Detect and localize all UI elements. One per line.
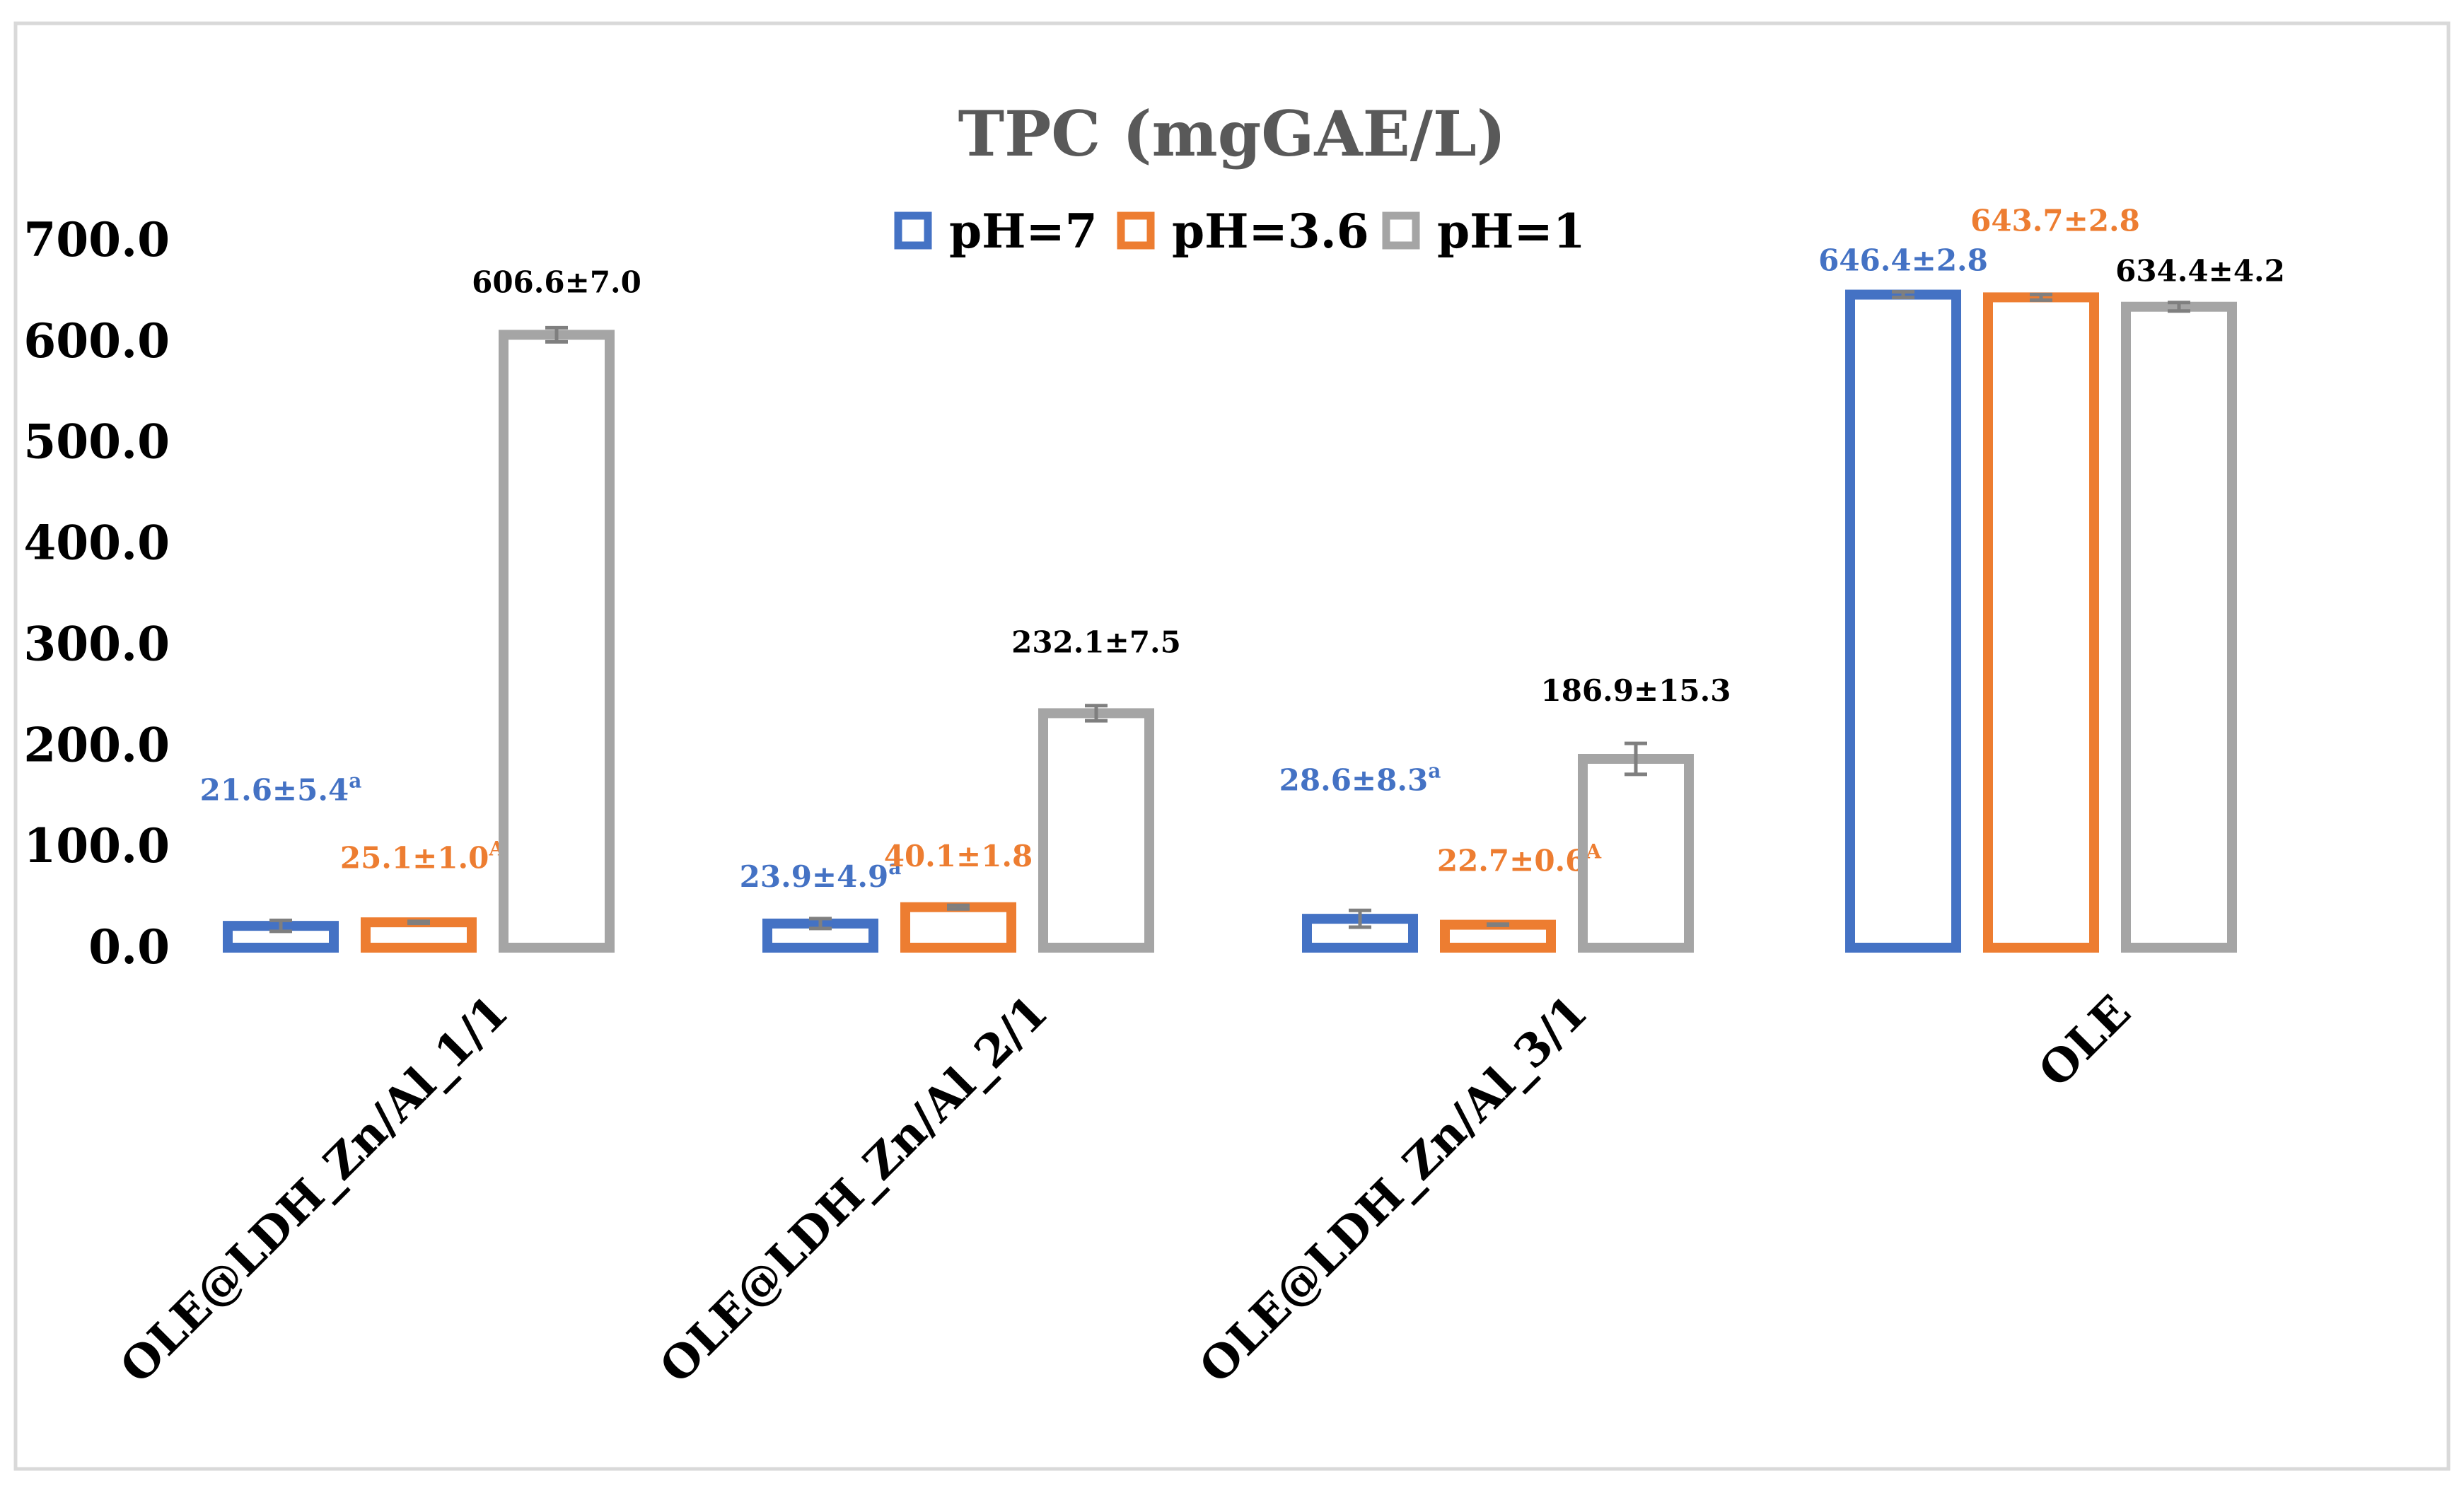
error-bar — [947, 903, 970, 911]
data-label-superscript: a — [1428, 759, 1441, 782]
chart-border — [13, 21, 2451, 1471]
y-axis: 0.0 100.0 200.0 300.0 400.0 500.0 600.0 700.0 — [23, 212, 170, 975]
data-label-superscript: A — [1585, 840, 1602, 864]
y-tick-label: 500.0 — [23, 414, 170, 470]
error-bar — [1349, 908, 1371, 929]
data-label: 28.6±8.3a — [1279, 759, 1441, 797]
data-label: 23.9±4.9a — [740, 856, 902, 894]
y-tick-label: 700.0 — [23, 212, 170, 267]
y-tick-label: 0.0 — [88, 919, 170, 975]
y-tick-label: 600.0 — [23, 313, 170, 368]
error-bar — [1625, 741, 1647, 777]
data-label: 606.6±7.0 — [472, 265, 641, 299]
error-bar — [1892, 290, 1914, 300]
data-label: 186.9±15.3 — [1540, 673, 1731, 708]
legend-swatch — [1382, 211, 1420, 250]
error-bar — [2030, 292, 2052, 302]
legend-label: pH=7 — [949, 204, 1098, 259]
data-label: 643.7±2.8 — [1970, 203, 2140, 238]
data-label-superscript: a — [888, 856, 901, 879]
data-label: 22.7±0.6A — [1437, 840, 1603, 878]
error-bar — [1085, 704, 1108, 723]
error-bar — [2168, 301, 2190, 313]
data-label: 25.1±1.0A — [340, 837, 506, 876]
legend: pH=7 pH=3.6 pH=1 — [894, 204, 1586, 259]
legend-swatch — [1117, 211, 1155, 250]
error-bar — [545, 325, 568, 344]
y-tick-label: 300.0 — [23, 616, 170, 671]
legend-item: pH=3.6 — [1117, 204, 1369, 259]
legend-item: pH=7 — [894, 204, 1098, 259]
legend-item: pH=1 — [1382, 204, 1586, 259]
data-label: 40.1±1.8 — [884, 839, 1033, 873]
data-label: 634.4±4.2 — [2115, 254, 2285, 289]
error-bar — [1487, 922, 1509, 927]
error-bar — [269, 918, 292, 934]
legend-swatch — [894, 211, 932, 250]
error-bar — [407, 919, 430, 926]
y-tick-label: 200.0 — [23, 717, 170, 772]
data-label-superscript: a — [349, 769, 361, 792]
plot-area: 21.6±5.4a 23.9±4.9a 28.6±8.3a 646.4±2.8 25.1… — [200, 203, 2285, 953]
data-label: 21.6±5.4a — [200, 769, 362, 807]
y-tick-label: 400.0 — [23, 516, 170, 571]
chart-title: TPC (mgGAE/L) — [958, 97, 1506, 170]
legend-label: pH=3.6 — [1172, 204, 1369, 259]
legend-label: pH=1 — [1437, 204, 1586, 259]
y-tick-label: 100.0 — [23, 818, 170, 873]
error-bar — [809, 917, 832, 931]
data-label: 232.1±7.5 — [1011, 625, 1181, 660]
data-label: 646.4±2.8 — [1818, 243, 1988, 278]
